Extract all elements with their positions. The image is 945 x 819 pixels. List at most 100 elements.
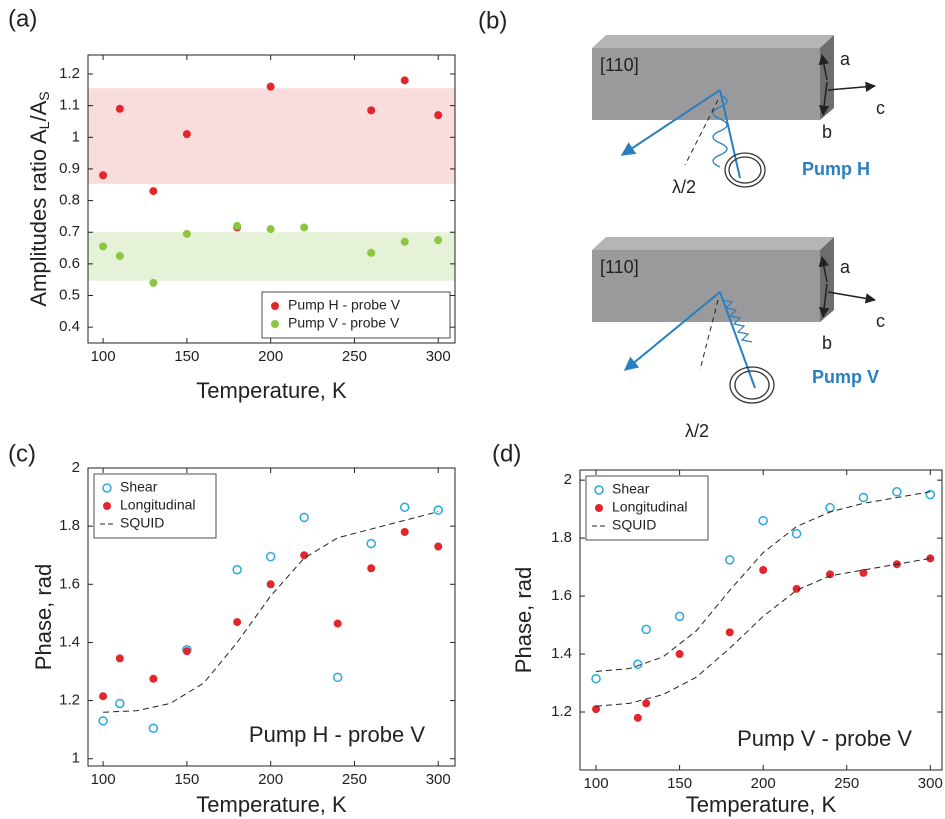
y-tick-label: 1 (72, 128, 80, 145)
point (434, 236, 443, 245)
point (858, 492, 869, 503)
point (925, 489, 936, 500)
point (266, 580, 275, 589)
legend-marker (102, 483, 112, 493)
point (674, 611, 685, 622)
x-tick-label: 200 (751, 775, 776, 792)
y-tick-label: 1.4 (551, 645, 572, 662)
y-tick-label: 0.9 (59, 160, 80, 177)
legend-label: Longitudinal (612, 499, 688, 515)
y-tick-label: 2 (564, 471, 572, 488)
setup-h: [110] a b c Pump H λ/2 (592, 35, 885, 197)
axis-label: a (840, 49, 851, 69)
point (399, 502, 410, 512)
point (400, 237, 409, 246)
point (333, 619, 342, 628)
point (792, 584, 801, 593)
x-tick-label: 250 (834, 775, 859, 792)
x-tick-label: 300 (426, 348, 451, 365)
legend-box (261, 291, 451, 339)
axis-label: a (840, 257, 851, 277)
y-tick-label: 1.2 (551, 703, 572, 720)
band (88, 232, 455, 281)
plot-frame (87, 467, 456, 767)
legend-label: Shear (612, 481, 650, 497)
pump-label: Pump V (812, 367, 879, 387)
point (98, 716, 108, 726)
y-tick-label: 0.5 (59, 286, 80, 303)
legend-label: SQUID (612, 517, 656, 533)
point (825, 502, 835, 513)
point (182, 229, 191, 238)
x-tick-label: 300 (426, 771, 451, 788)
point (633, 659, 643, 669)
point (366, 538, 376, 549)
axis-label: c (876, 98, 885, 118)
point (266, 82, 275, 91)
legend-box (93, 473, 217, 539)
line (596, 491, 931, 672)
point (400, 76, 409, 85)
point (367, 106, 376, 115)
chart: (c) 100 150 200 250 300 1 1.2 1.4 1.6 1.8 2 Temperat… (8, 440, 456, 817)
point (299, 512, 309, 523)
y-axis-label: Phase, rad (511, 567, 536, 673)
band (88, 88, 455, 184)
point (300, 551, 309, 560)
annotation: Pump H - probe V (249, 722, 425, 747)
x-tick-label: 150 (174, 348, 199, 365)
plate-label: λ/2 (685, 421, 709, 441)
point (724, 555, 735, 565)
point (400, 527, 409, 536)
annotation: Pump V - probe V (737, 726, 912, 751)
y-tick-label: 0.4 (59, 318, 80, 335)
panel-label: (a) (8, 5, 37, 32)
legend-marker (594, 485, 604, 495)
point (149, 674, 158, 683)
legend-label: SQUID (120, 515, 164, 531)
point (99, 171, 108, 180)
point (233, 221, 242, 230)
point (115, 251, 124, 260)
point (115, 698, 125, 709)
setup-v: [110] a b c Pump V λ/2 (592, 237, 885, 441)
point (232, 565, 242, 575)
point (99, 242, 108, 251)
y-tick-label: 1.1 (59, 97, 80, 114)
point (149, 187, 158, 196)
plate-label: λ/2 (672, 177, 696, 197)
x-axis-label: Temperature, K (196, 792, 347, 817)
point (892, 486, 902, 497)
x-tick-label: 100 (91, 348, 116, 365)
x-tick-label: 150 (667, 775, 692, 792)
y-axis-label: Amplitudes ratio AL/AS (26, 91, 52, 306)
legend-label: Pump V - probe V (288, 315, 400, 331)
y-tick-label: 1.2 (59, 65, 80, 82)
y-tick-label: 1.4 (59, 633, 80, 650)
point (332, 672, 343, 683)
y-tick-label: 1.6 (551, 587, 572, 604)
x-tick-label: 150 (174, 771, 199, 788)
point (642, 699, 651, 708)
plot-frame (87, 54, 456, 344)
face-label: [110] (600, 257, 639, 277)
legend-marker (595, 504, 603, 512)
y-axis-label-part: L (36, 121, 52, 129)
point (367, 248, 376, 257)
line (596, 557, 931, 707)
line (103, 511, 439, 713)
point (233, 618, 242, 627)
legend-marker (103, 502, 111, 510)
point (926, 554, 935, 563)
point (633, 713, 642, 722)
point (675, 650, 684, 659)
y-tick-label: 1.2 (59, 692, 80, 709)
y-tick-label: 1.8 (59, 517, 80, 534)
legend-label: Longitudinal (120, 497, 196, 513)
y-tick-label: 2 (72, 459, 80, 476)
point (265, 551, 276, 562)
pump-label: Pump H (802, 159, 870, 179)
point (434, 111, 443, 120)
point (791, 529, 802, 539)
y-axis-label-part: /A (26, 100, 51, 121)
